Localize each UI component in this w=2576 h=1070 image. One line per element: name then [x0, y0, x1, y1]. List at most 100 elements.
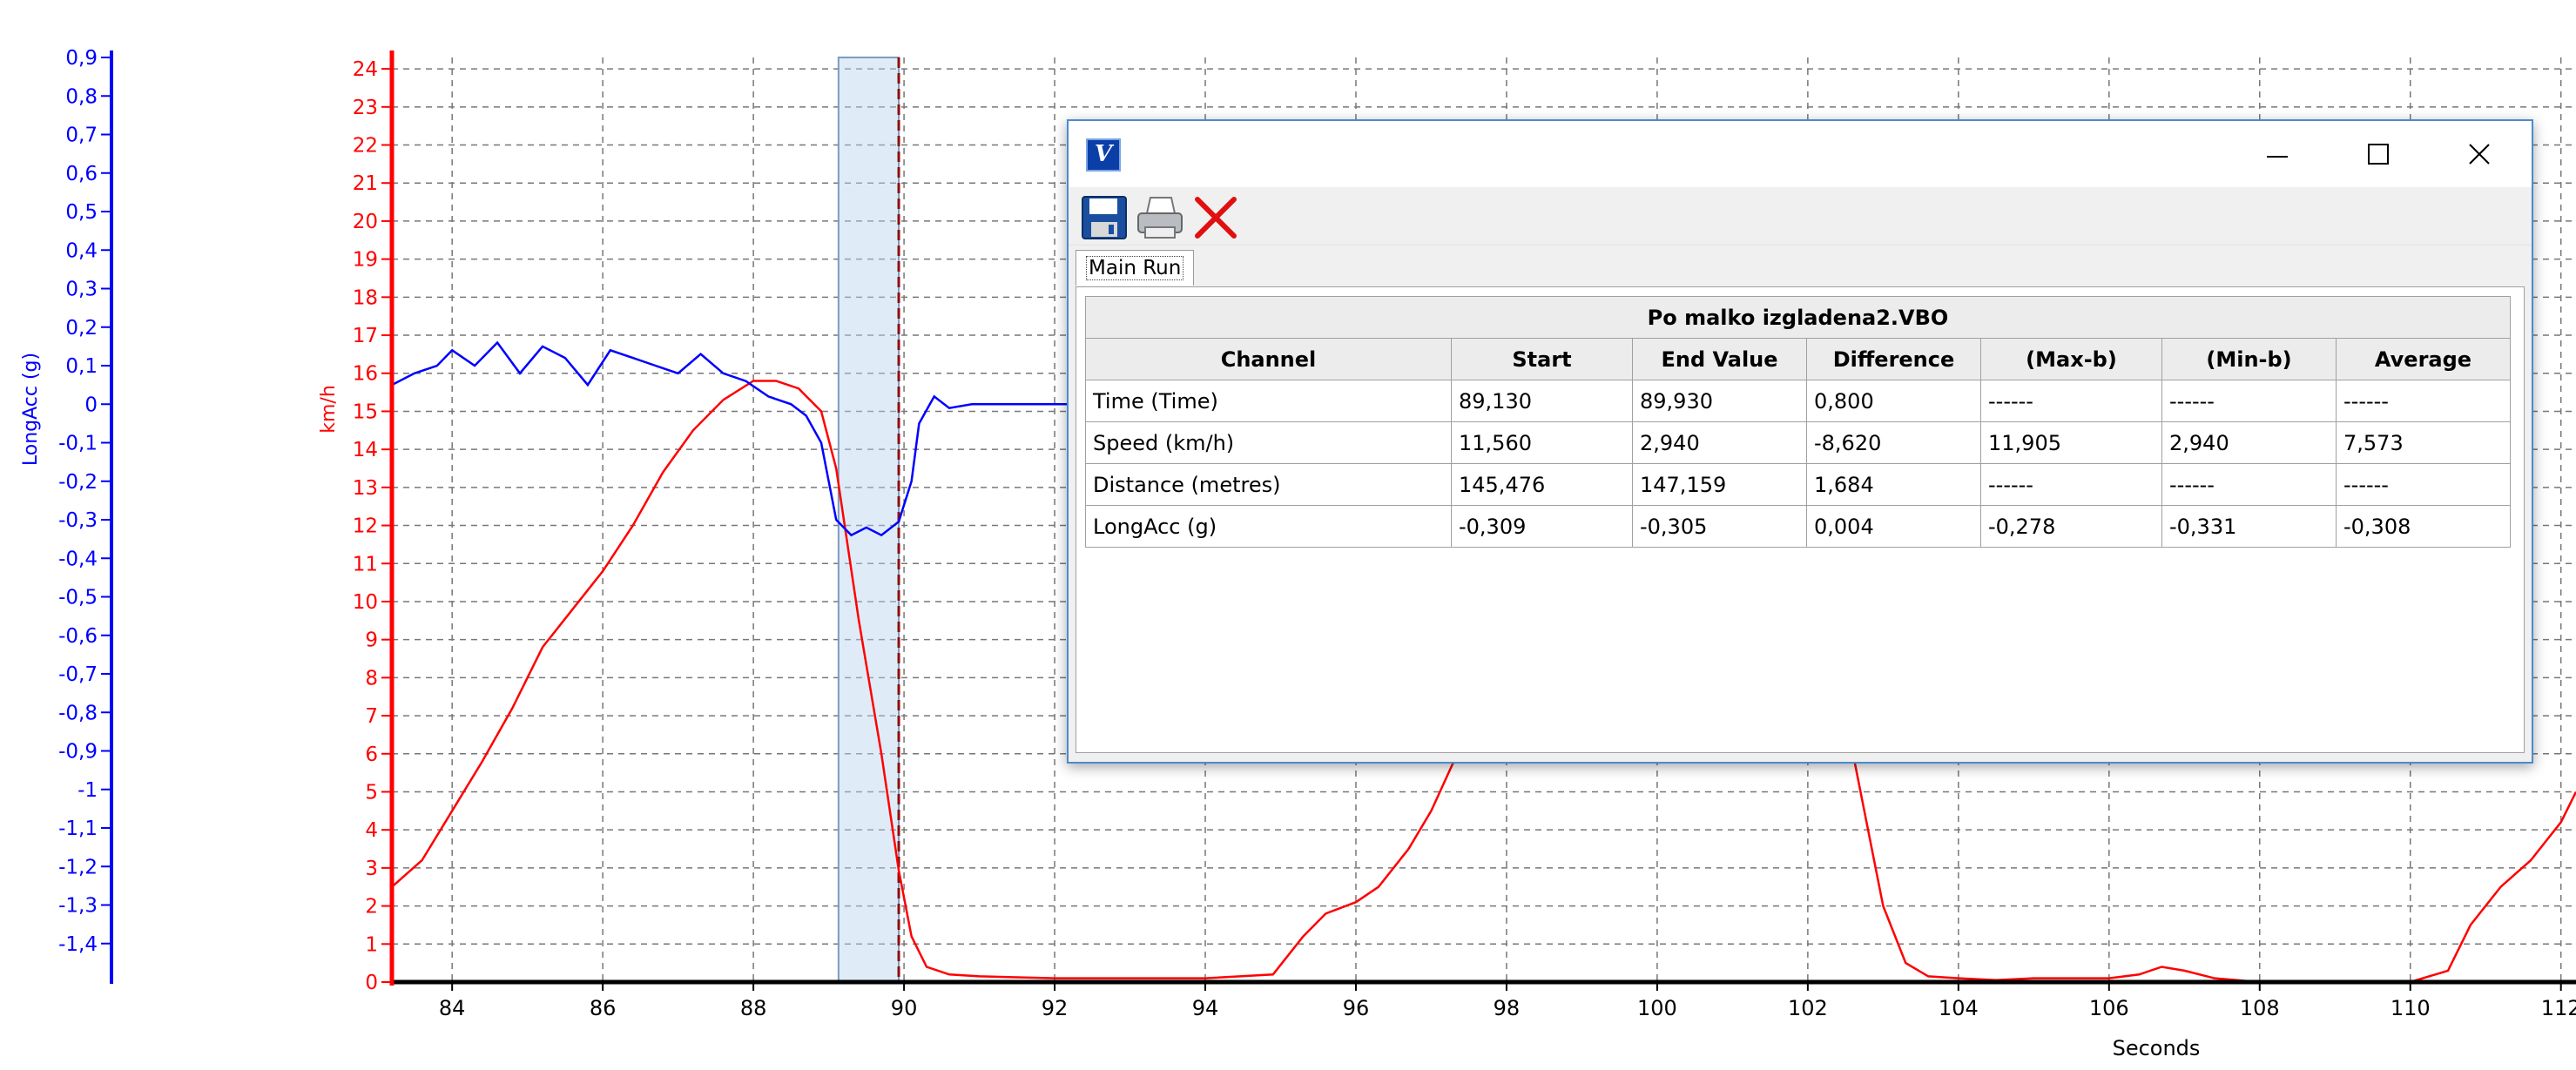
speed-tick-label: 1 [365, 933, 378, 956]
longacc-tick-label: 0,7 [65, 124, 98, 147]
x-axis-label: Seconds [2113, 1036, 2201, 1060]
longacc-tick-label: -1,4 [58, 933, 98, 956]
printer-icon [1137, 197, 1183, 239]
clear-button[interactable] [1190, 194, 1241, 241]
table-cell: -0,331 [2161, 505, 2337, 548]
x-tick-label: 94 [1192, 996, 1219, 1020]
longacc-tick-label: -0,6 [58, 625, 98, 648]
longacc-tick-label: 0,6 [65, 163, 98, 185]
table-cell: ------ [2336, 463, 2511, 506]
speed-tick-label: 2 [365, 896, 378, 919]
x-tick-label: 104 [1939, 996, 1979, 1020]
speed-tick-label: 24 [353, 58, 378, 81]
statistics-table: Po malko izgladena2.VBO Channel Start End … [1085, 296, 2511, 548]
table-cell: Distance (metres) [1085, 463, 1452, 506]
speed-axis-label: km/h [318, 385, 340, 434]
speed-tick-label: 14 [353, 439, 378, 461]
save-icon [1082, 196, 1127, 239]
table-cell: 89,130 [1451, 380, 1633, 422]
title-bar[interactable]: V [1069, 121, 2532, 187]
maximize-icon [2368, 144, 2389, 165]
table-row: Time (Time) 89,130 89,930 0,800 ------ ------… [1085, 380, 2511, 422]
longacc-tick-label: -0,9 [58, 741, 98, 764]
longacc-tick-label: 0,9 [65, 47, 98, 70]
x-tick-label: 102 [1788, 996, 1828, 1020]
minimize-button[interactable] [2227, 121, 2328, 187]
results-panel: Po malko izgladena2.VBO Channel Start End … [1076, 286, 2525, 753]
table-cell: Speed (km/h) [1085, 421, 1452, 464]
table-cell: 11,905 [1980, 421, 2162, 464]
toolbar [1069, 187, 2532, 246]
table-cell: 0,800 [1806, 380, 1981, 422]
x-tick-label: 88 [740, 996, 767, 1020]
speed-tick-label: 12 [353, 515, 378, 538]
print-button[interactable] [1135, 194, 1185, 241]
x-axis-ticks: 84 86 88 90 92 94 96 98 100 102 104 106 108 110 112 [439, 982, 2576, 1020]
close-icon [2469, 144, 2490, 165]
longacc-tick-label: -0,2 [58, 471, 98, 494]
speed-tick-label: 9 [365, 629, 378, 652]
longacc-tick-label: -0,4 [58, 548, 98, 570]
table-cell: 7,573 [2336, 421, 2511, 464]
longacc-tick-label: -0,8 [58, 702, 98, 724]
speed-tick-label: 21 [353, 172, 378, 195]
speed-tick-label: 10 [353, 591, 378, 614]
selection-region[interactable] [837, 57, 900, 983]
column-header: Difference [1806, 338, 1981, 380]
table-row: LongAcc (g) -0,309 -0,305 0,004 -0,278 -0,331… [1085, 505, 2511, 548]
tab-main-run[interactable]: Main Run [1076, 250, 1195, 286]
table-cell: ------ [1980, 380, 2162, 422]
table-row: Speed (km/h) 11,560 2,940 -8,620 11,905 2,940… [1085, 421, 2511, 464]
x-tick-label: 98 [1494, 996, 1521, 1020]
x-tick-label: 110 [2391, 996, 2431, 1020]
longacc-tick-label: -1,1 [58, 818, 98, 840]
table-cell: 2,940 [2161, 421, 2337, 464]
table-cell: ------ [2336, 380, 2511, 422]
close-button[interactable] [2429, 121, 2530, 187]
table-cell: ------ [1980, 463, 2162, 506]
longacc-tick-label: -0,5 [58, 587, 98, 609]
longacc-tick-label: 0,4 [65, 239, 98, 262]
maximize-button[interactable] [2328, 121, 2429, 187]
column-header: Channel [1085, 338, 1452, 380]
table-cell: -0,305 [1632, 505, 1807, 548]
column-header: Average [2336, 338, 2511, 380]
x-tick-label: 90 [891, 996, 918, 1020]
table-cell: 147,159 [1632, 463, 1807, 506]
x-tick-label: 84 [439, 996, 466, 1020]
longacc-tick-label: 0,2 [65, 317, 98, 340]
table-cell: -8,620 [1806, 421, 1981, 464]
speed-tick-label: 0 [365, 972, 378, 994]
table-cell: -0,309 [1451, 505, 1633, 548]
statistics-window[interactable]: V [1067, 119, 2533, 764]
table-cell: 89,930 [1632, 380, 1807, 422]
speed-tick-label: 7 [365, 705, 378, 728]
x-tick-label: 106 [2089, 996, 2129, 1020]
longacc-tick-label: -0,7 [58, 663, 98, 686]
save-button[interactable] [1079, 194, 1130, 241]
x-tick-label: 92 [1042, 996, 1069, 1020]
column-header: (Min-b) [2161, 338, 2337, 380]
speed-tick-label: 15 [353, 400, 378, 423]
x-tick-label: 86 [590, 996, 617, 1020]
speed-tick-label: 6 [365, 744, 378, 766]
speed-tick-label: 11 [353, 553, 378, 575]
table-cell: 1,684 [1806, 463, 1981, 506]
table-cell: ------ [2161, 380, 2337, 422]
red-x-icon [1195, 197, 1237, 239]
table-row: Distance (metres) 145,476 147,159 1,684 ----… [1085, 463, 2511, 506]
speed-tick-label: 17 [353, 325, 378, 347]
speed-tick-label: 16 [353, 363, 378, 386]
x-tick-label: 96 [1343, 996, 1370, 1020]
app-icon: V [1086, 138, 1121, 172]
table-cell: -0,278 [1980, 505, 2162, 548]
tab-strip: Main Run [1069, 246, 2532, 286]
longacc-tick-label: -0,1 [58, 433, 98, 455]
speed-tick-label: 22 [353, 135, 378, 158]
table-header-row: Channel Start End Value Difference (Max-b) (M… [1085, 338, 2511, 380]
minimize-icon [2267, 156, 2288, 158]
longacc-tick-label: 0,8 [65, 85, 98, 108]
table-cell: LongAcc (g) [1085, 505, 1452, 548]
table-cell: 2,940 [1632, 421, 1807, 464]
